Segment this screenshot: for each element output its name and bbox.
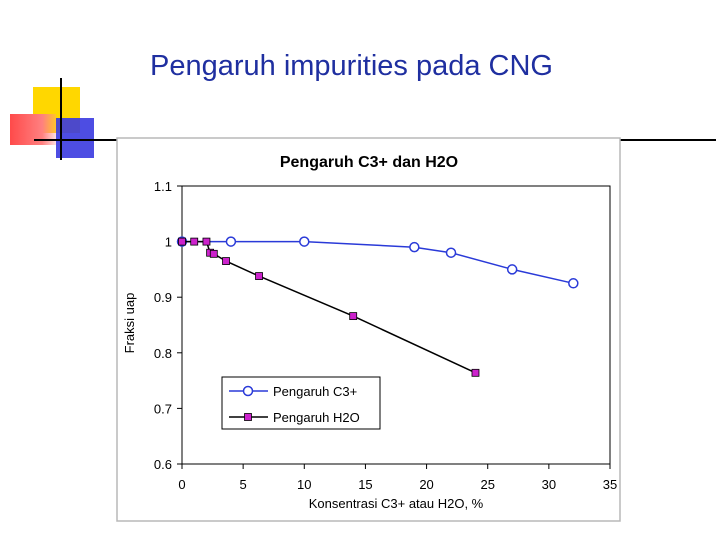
x-tick-label: 0 bbox=[178, 477, 185, 492]
slide-title: Pengaruh impurities pada CNG bbox=[150, 50, 553, 82]
legend: Pengaruh C3+ Pengaruh H2O bbox=[221, 376, 381, 430]
y-tick-label: 0.6 bbox=[154, 457, 172, 472]
deco-vertical-line bbox=[60, 78, 62, 160]
legend-label-h2o: Pengaruh H2O bbox=[273, 410, 360, 425]
data-point-h2o bbox=[471, 368, 480, 377]
x-tick-label: 10 bbox=[297, 477, 311, 492]
x-tick-label: 30 bbox=[542, 477, 556, 492]
legend-marker-c3 bbox=[242, 385, 254, 397]
deco-blue-block bbox=[56, 118, 94, 158]
x-tick-label: 15 bbox=[358, 477, 372, 492]
data-point-c3 bbox=[409, 241, 420, 253]
chart-frame bbox=[116, 137, 621, 522]
y-tick-label: 0.7 bbox=[154, 401, 172, 416]
series-layer bbox=[176, 236, 579, 377]
data-point-h2o bbox=[202, 237, 211, 246]
data-point-c3 bbox=[506, 264, 518, 275]
x-axis-label: Konsentrasi C3+ atau H2O, % bbox=[309, 496, 484, 511]
y-axis-ticks: 0.6 0.7 0.8 0.9 1 1.1 bbox=[154, 179, 182, 472]
y-tick-label: 1.1 bbox=[154, 179, 172, 194]
y-tick-label: 0.8 bbox=[154, 346, 172, 361]
y-tick-label: 0.9 bbox=[154, 290, 172, 305]
legend-label-c3: Pengaruh C3+ bbox=[273, 384, 357, 399]
x-tick-label: 20 bbox=[419, 477, 433, 492]
data-point-h2o bbox=[178, 237, 186, 246]
x-axis-ticks: 0 5 10 15 20 25 30 35 bbox=[178, 464, 617, 492]
data-point-c3 bbox=[568, 278, 579, 289]
y-axis-label: Fraksi uap bbox=[122, 293, 137, 354]
data-point-h2o bbox=[190, 237, 199, 246]
y-tick-label: 1 bbox=[165, 235, 172, 250]
x-tick-label: 5 bbox=[240, 477, 247, 492]
x-tick-label: 35 bbox=[603, 477, 617, 492]
data-point-h2o bbox=[209, 249, 218, 258]
plot-area bbox=[181, 185, 611, 465]
x-tick-label: 25 bbox=[480, 477, 494, 492]
chart-title: Pengaruh C3+ dan H2O bbox=[280, 154, 458, 171]
data-point-c3 bbox=[225, 236, 237, 247]
legend-marker-h2o bbox=[244, 413, 252, 421]
data-point-c3 bbox=[445, 247, 457, 258]
data-point-h2o bbox=[349, 312, 358, 321]
data-point-c3 bbox=[299, 236, 310, 247]
data-point-h2o bbox=[222, 257, 230, 265]
data-point-h2o bbox=[255, 272, 263, 280]
